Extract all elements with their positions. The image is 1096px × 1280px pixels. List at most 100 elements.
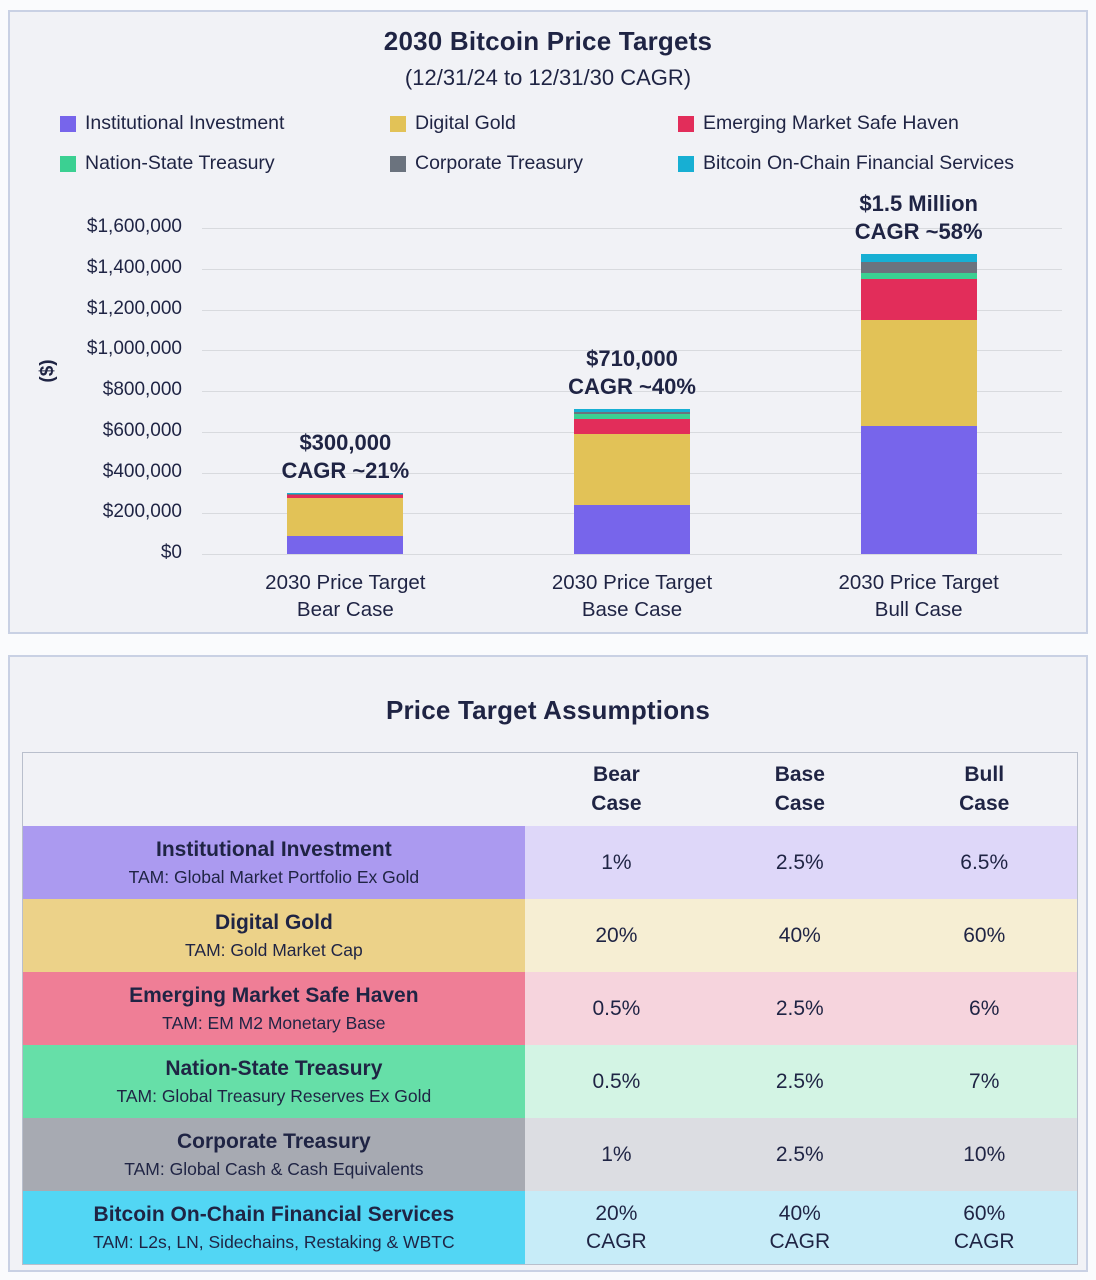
cell-digital-gold-bear-case: 20% <box>524 899 709 972</box>
cell-institutional-investment-bear-case: 1% <box>524 826 709 899</box>
plot-area: $300,000 CAGR ~21% $710,000 CAGR ~40% $1.5… <box>202 191 1062 555</box>
y-tick-label: $200,000 <box>102 501 182 523</box>
bar-segment-institutional-investment <box>287 535 404 554</box>
row-label-emerging-market-safe-haven: Emerging Market Safe Haven TAM: EM M2 Mon… <box>23 972 525 1045</box>
legend-label: Emerging Market Safe Haven <box>703 112 959 134</box>
cell-bitcoin-on-chain-financial-services-base-case: 40% CAGR <box>708 1191 892 1264</box>
legend-swatch-icon <box>390 115 406 132</box>
y-tick-label: $1,600,000 <box>86 216 182 237</box>
row-label-nation-state-treasury: Nation-State Treasury TAM: Global Treasur… <box>23 1045 525 1118</box>
bar-segment-digital-gold <box>860 319 977 426</box>
chart-legend: Institutional Investment Digital Gold Emer… <box>60 112 1066 175</box>
x-axis-label-2030-price-target-bear-case: 2030 Price Target Bear Case <box>265 571 426 622</box>
cell-bitcoin-on-chain-financial-services-bull-case: 60% CAGR <box>891 1191 1077 1264</box>
bar-segment-bitcoin-on-chain-financial-services <box>287 492 404 494</box>
row-name: Institutional Investment <box>156 838 392 862</box>
legend-swatch-icon <box>678 155 694 172</box>
row-label-digital-gold: Digital Gold TAM: Gold Market Cap <box>23 899 525 972</box>
bar-segment-nation-state-treasury <box>860 272 977 279</box>
cell-nation-state-treasury-base-case: 2.5% <box>708 1045 892 1118</box>
legend-item-bitcoin-on-chain-financial-services: Bitcoin On-Chain Financial Services <box>678 152 1066 175</box>
cell-emerging-market-safe-haven-bull-case: 6% <box>891 972 1077 1045</box>
y-tick-label: $800,000 <box>102 379 182 400</box>
assumptions-header-bear-case: Bear Case <box>591 763 642 815</box>
cell-corporate-treasury-base-case: 2.5% <box>708 1118 892 1191</box>
legend-swatch-icon <box>60 115 76 132</box>
cell-emerging-market-safe-haven-base-case: 2.5% <box>708 972 892 1045</box>
assumptions-panel: Price Target Assumptions Bear Case Base C… <box>8 655 1088 1272</box>
bar-segment-digital-gold <box>574 433 690 506</box>
cell-nation-state-treasury-bear-case: 0.5% <box>524 1045 709 1118</box>
legend-label: Digital Gold <box>415 112 516 134</box>
legend-swatch-icon <box>60 155 76 172</box>
assumptions-header-bull-case: Bull Case <box>959 763 1010 815</box>
bar-segment-corporate-treasury <box>574 412 690 415</box>
bar-segment-corporate-treasury <box>860 261 977 273</box>
row-name: Nation-State Treasury <box>165 1057 383 1081</box>
y-tick-label: $1,400,000 <box>86 256 182 278</box>
legend-item-digital-gold: Digital Gold <box>390 112 678 135</box>
bar-segment-emerging-market-safe-haven <box>860 278 977 320</box>
bar-2030-price-target-bull-case <box>860 253 977 554</box>
row-label-corporate-treasury: Corporate Treasury TAM: Global Cash & Cas… <box>23 1118 525 1191</box>
row-label-bitcoin-on-chain-financial-services: Bitcoin On-Chain Financial Services TAM: … <box>23 1191 525 1264</box>
cell-nation-state-treasury-bull-case: 7% <box>891 1045 1077 1118</box>
legend-label: Corporate Treasury <box>415 152 583 174</box>
row-tam: TAM: EM M2 Monetary Base <box>162 1012 386 1033</box>
bar-segment-digital-gold <box>287 497 404 536</box>
row-name: Digital Gold <box>214 911 333 935</box>
bar-annotation: $1.5 Million CAGR ~58% <box>854 190 983 244</box>
assumptions-header-blank <box>23 753 525 826</box>
assumptions-table: Bear Case Base Case Bull Case Institutional… <box>22 752 1078 1265</box>
legend-item-institutional-investment: Institutional Investment <box>60 112 390 135</box>
price-targets-chart-panel: 2030 Bitcoin Price Targets (12/31/24 to … <box>8 10 1088 634</box>
row-name: Corporate Treasury <box>176 1130 371 1154</box>
bar-segment-emerging-market-safe-haven <box>574 418 690 434</box>
x-axis-label-2030-price-target-base-case: 2030 Price Target Base Case <box>551 571 713 622</box>
assumptions-header-base-case: Base Case <box>774 763 825 815</box>
row-tam: TAM: Gold Market Cap <box>185 939 363 960</box>
y-tick-label: $0 <box>160 542 182 563</box>
cell-digital-gold-base-case: 40% <box>708 899 892 972</box>
legend-item-emerging-market-safe-haven: Emerging Market Safe Haven <box>678 112 1066 135</box>
gridline-1-600-000 <box>202 228 1062 229</box>
cell-bitcoin-on-chain-financial-services-bear-case: 20% CAGR <box>524 1191 709 1264</box>
y-tick-label: $1,200,000 <box>86 297 182 319</box>
legend-swatch-icon <box>678 115 694 132</box>
y-tick-label: $400,000 <box>102 460 182 482</box>
bar-segment-emerging-market-safe-haven <box>287 494 404 498</box>
row-name: Bitcoin On-Chain Financial Services <box>93 1203 455 1227</box>
y-tick-label: $600,000 <box>102 419 182 441</box>
gridline-1-000-000 <box>202 350 1062 352</box>
bar-2030-price-target-bear-case <box>287 492 404 554</box>
cell-corporate-treasury-bull-case: 10% <box>891 1118 1077 1191</box>
row-tam: TAM: Global Market Portfolio Ex Gold <box>128 866 420 887</box>
legend-label: Nation-State Treasury <box>85 152 275 174</box>
legend-label: Bitcoin On-Chain Financial Services <box>703 152 1015 174</box>
cell-institutional-investment-base-case: 2.5% <box>708 826 892 899</box>
legend-item-corporate-treasury: Corporate Treasury <box>390 152 678 175</box>
bar-segment-institutional-investment <box>860 425 977 554</box>
assumptions-title: Price Target Assumptions <box>385 695 711 725</box>
row-tam: TAM: Global Cash & Cash Equivalents <box>124 1158 424 1179</box>
cell-digital-gold-bull-case: 60% <box>891 899 1077 972</box>
legend-label: Institutional Investment <box>85 112 285 134</box>
legend-item-nation-state-treasury: Nation-State Treasury <box>60 152 390 175</box>
x-axis-label-2030-price-target-bull-case: 2030 Price Target Bull Case <box>838 571 999 622</box>
bar-annotation: $300,000 CAGR ~21% <box>281 430 410 483</box>
row-name: Emerging Market Safe Haven <box>129 984 419 1008</box>
chart-subtitle: (12/31/24 to 12/31/30 CAGR) <box>404 65 692 90</box>
bar-2030-price-target-base-case <box>574 409 690 554</box>
gridline-0 <box>202 554 1062 555</box>
gridline-800-000 <box>202 391 1062 392</box>
chart-title: 2030 Bitcoin Price Targets <box>383 26 713 56</box>
bar-segment-bitcoin-on-chain-financial-services <box>574 409 690 413</box>
cell-institutional-investment-bull-case: 6.5% <box>891 826 1077 899</box>
y-tick-label: $1,000,000 <box>86 338 182 360</box>
row-tam: TAM: L2s, LN, Sidechains, Restaking & WB… <box>93 1231 455 1252</box>
row-label-institutional-investment: Institutional Investment TAM: Global Mark… <box>23 826 525 899</box>
cell-corporate-treasury-bear-case: 1% <box>524 1118 709 1191</box>
bar-annotation: $710,000 CAGR ~40% <box>568 346 696 400</box>
bar-segment-bitcoin-on-chain-financial-services <box>860 253 977 262</box>
